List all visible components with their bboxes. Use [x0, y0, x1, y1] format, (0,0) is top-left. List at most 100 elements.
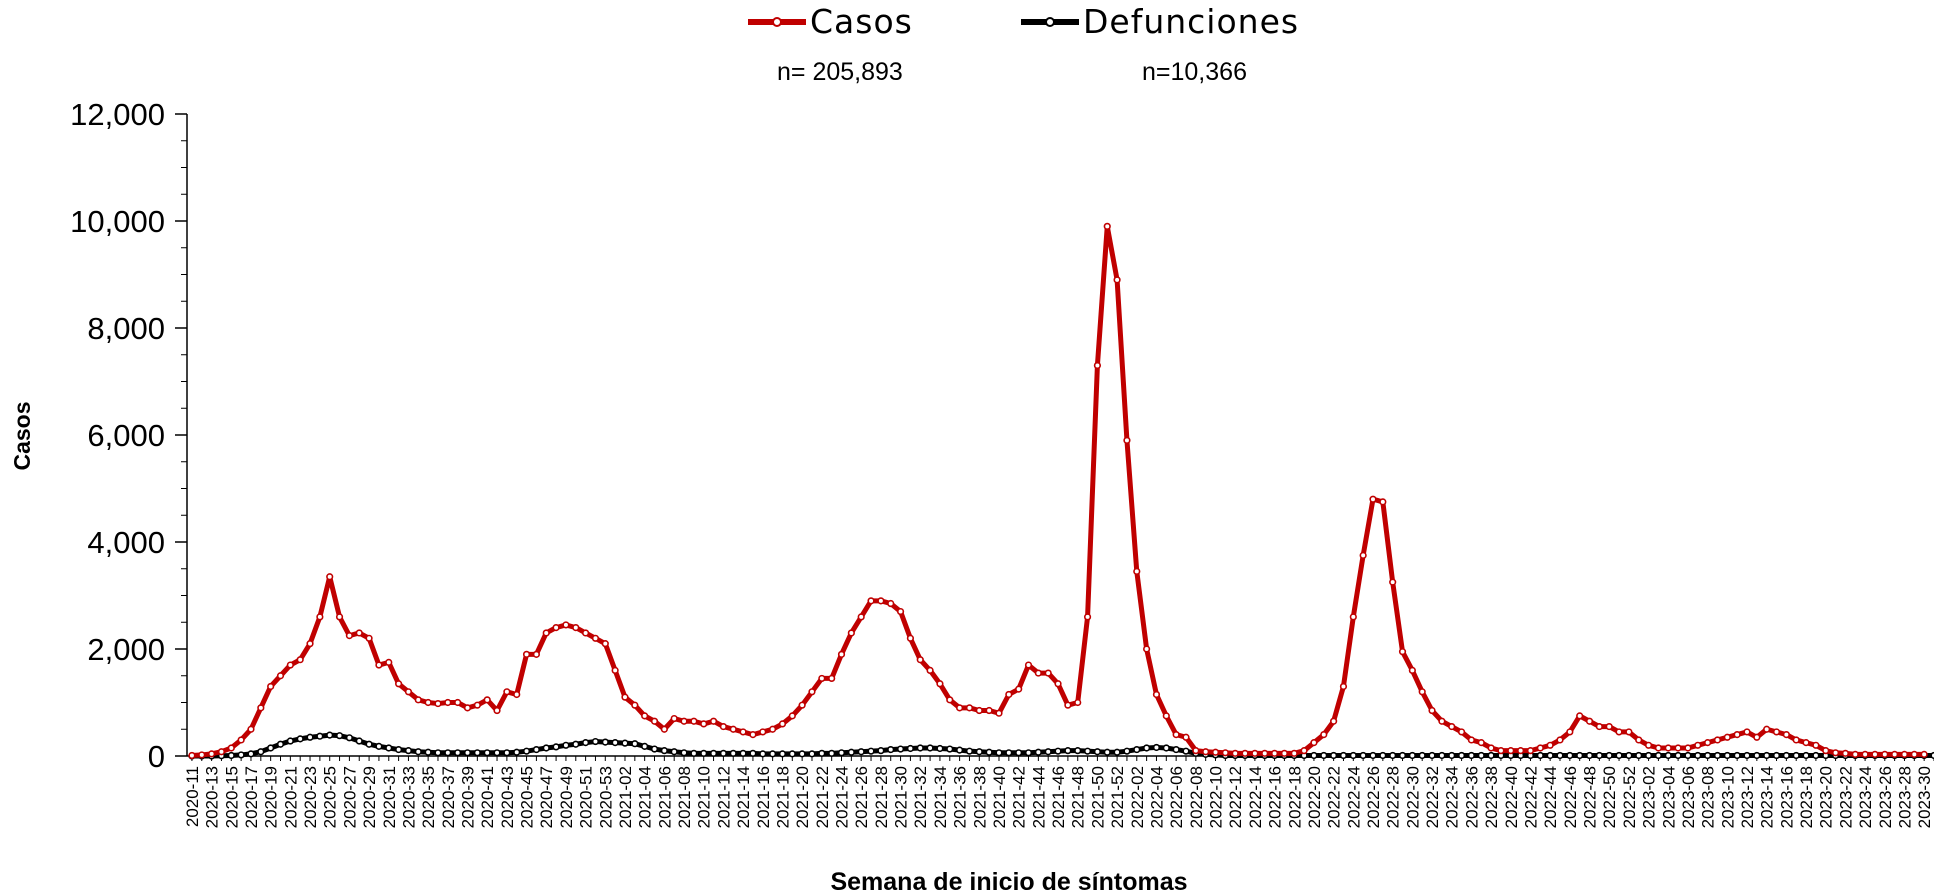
data-point-casos — [936, 680, 944, 688]
data-point-casos — [1349, 613, 1357, 621]
data-point-casos — [503, 688, 511, 696]
data-point-defunciones — [1005, 749, 1013, 757]
data-point-casos — [1910, 750, 1918, 758]
x-tick-label: 2021-02 — [616, 766, 635, 828]
x-tick-label: 2021-28 — [872, 766, 891, 828]
y-tick-label: 0 — [148, 739, 165, 774]
y-tick-label: 10,000 — [70, 204, 165, 239]
x-tick-label: 2021-06 — [655, 766, 674, 828]
x-tick-label: 2022-22 — [1325, 766, 1344, 828]
data-point-defunciones — [936, 744, 944, 753]
data-point-defunciones — [601, 738, 609, 746]
data-point-casos — [1428, 706, 1436, 715]
data-point-defunciones — [1556, 751, 1564, 760]
data-point-defunciones — [1448, 751, 1456, 760]
data-point-casos — [316, 613, 324, 621]
data-point-casos — [424, 698, 432, 707]
x-tick-label: 2022-26 — [1364, 766, 1383, 828]
data-point-casos — [1005, 690, 1013, 699]
data-point-defunciones — [345, 734, 354, 742]
data-point-casos — [1398, 648, 1407, 656]
data-point-defunciones — [1457, 751, 1466, 760]
y-tick-label: 2,000 — [87, 632, 165, 667]
x-tick-label: 2022-36 — [1462, 766, 1481, 828]
data-point-defunciones — [1162, 744, 1170, 752]
data-point-casos — [247, 725, 255, 733]
data-point-defunciones — [1536, 751, 1544, 760]
x-axis: 2020-11 2020-13 2020-15 2020-17 2020-19 2020-… — [183, 755, 1934, 828]
data-point-casos — [690, 717, 698, 725]
data-point-defunciones — [759, 750, 767, 758]
x-tick-label: 2022-02 — [1128, 766, 1147, 828]
y-tick-label: 8,000 — [87, 311, 165, 346]
data-point-casos — [995, 709, 1003, 717]
data-point-casos — [1713, 736, 1722, 744]
x-tick-label: 2020-43 — [498, 766, 517, 828]
data-point-defunciones — [1182, 747, 1190, 755]
data-point-defunciones — [1753, 751, 1761, 760]
x-tick-label: 2021-20 — [793, 766, 812, 828]
data-point-casos — [631, 701, 639, 709]
data-point-casos — [1074, 698, 1082, 707]
data-point-casos — [1792, 736, 1800, 744]
data-point-defunciones — [1763, 751, 1771, 760]
data-point-casos — [385, 658, 393, 666]
data-point-defunciones — [1477, 751, 1485, 760]
x-tick-label: 2022-20 — [1305, 766, 1324, 828]
data-point-defunciones — [582, 739, 590, 747]
data-point-casos — [1251, 749, 1259, 757]
data-point-defunciones — [267, 744, 275, 752]
x-tick-label: 2023-22 — [1836, 766, 1855, 828]
data-point-defunciones — [1044, 748, 1052, 756]
legend: Casos n= 205,893 Defunciones n=10,366 — [748, 2, 1298, 86]
data-point-casos — [1192, 747, 1200, 755]
data-point-defunciones — [1408, 751, 1416, 760]
data-point-defunciones — [247, 750, 255, 758]
data-point-casos — [1172, 730, 1180, 739]
x-tick-label: 2021-04 — [636, 766, 655, 828]
data-point-casos — [306, 640, 314, 648]
data-point-defunciones — [660, 747, 668, 755]
data-point-defunciones — [296, 735, 304, 743]
data-point-defunciones — [1054, 747, 1062, 755]
data-point-defunciones — [1103, 748, 1111, 756]
data-point-casos — [1497, 747, 1505, 755]
data-point-defunciones — [847, 748, 855, 756]
data-point-casos — [798, 701, 806, 709]
data-point-casos — [1704, 739, 1712, 747]
data-point-casos — [1605, 722, 1613, 731]
x-tick-label: 2020-39 — [459, 766, 478, 828]
data-point-defunciones — [798, 750, 806, 758]
data-point-defunciones — [1349, 751, 1357, 760]
data-point-casos — [749, 730, 757, 739]
data-point-defunciones — [1093, 748, 1102, 756]
x-tick-label: 2023-20 — [1817, 766, 1836, 828]
data-point-casos — [1861, 750, 1869, 758]
data-point-casos — [227, 744, 235, 752]
x-tick-label: 2020-17 — [242, 766, 261, 828]
data-point-casos — [1300, 747, 1308, 755]
series-line-defunciones — [191, 732, 1934, 759]
data-point-casos — [1517, 747, 1525, 755]
data-point-defunciones — [641, 742, 649, 750]
data-point-defunciones — [906, 744, 915, 753]
x-tick-label: 2020-13 — [203, 766, 222, 828]
data-point-casos — [1162, 712, 1170, 720]
data-point-casos — [1684, 744, 1692, 752]
data-point-defunciones — [611, 739, 619, 747]
data-point-casos — [267, 682, 275, 691]
legend-marker-defunciones — [1045, 17, 1055, 27]
data-point-casos — [522, 650, 531, 658]
x-tick-label: 2022-48 — [1581, 766, 1600, 828]
data-point-casos — [680, 717, 688, 725]
data-point-casos — [975, 706, 983, 715]
data-point-defunciones — [867, 747, 875, 755]
data-point-defunciones — [276, 740, 285, 748]
data-point-defunciones — [1684, 751, 1692, 760]
data-point-casos — [1024, 661, 1033, 669]
data-point-defunciones — [365, 740, 373, 748]
data-point-casos — [434, 699, 442, 708]
x-tick-label: 2022-52 — [1620, 766, 1639, 828]
data-point-defunciones — [877, 747, 885, 755]
